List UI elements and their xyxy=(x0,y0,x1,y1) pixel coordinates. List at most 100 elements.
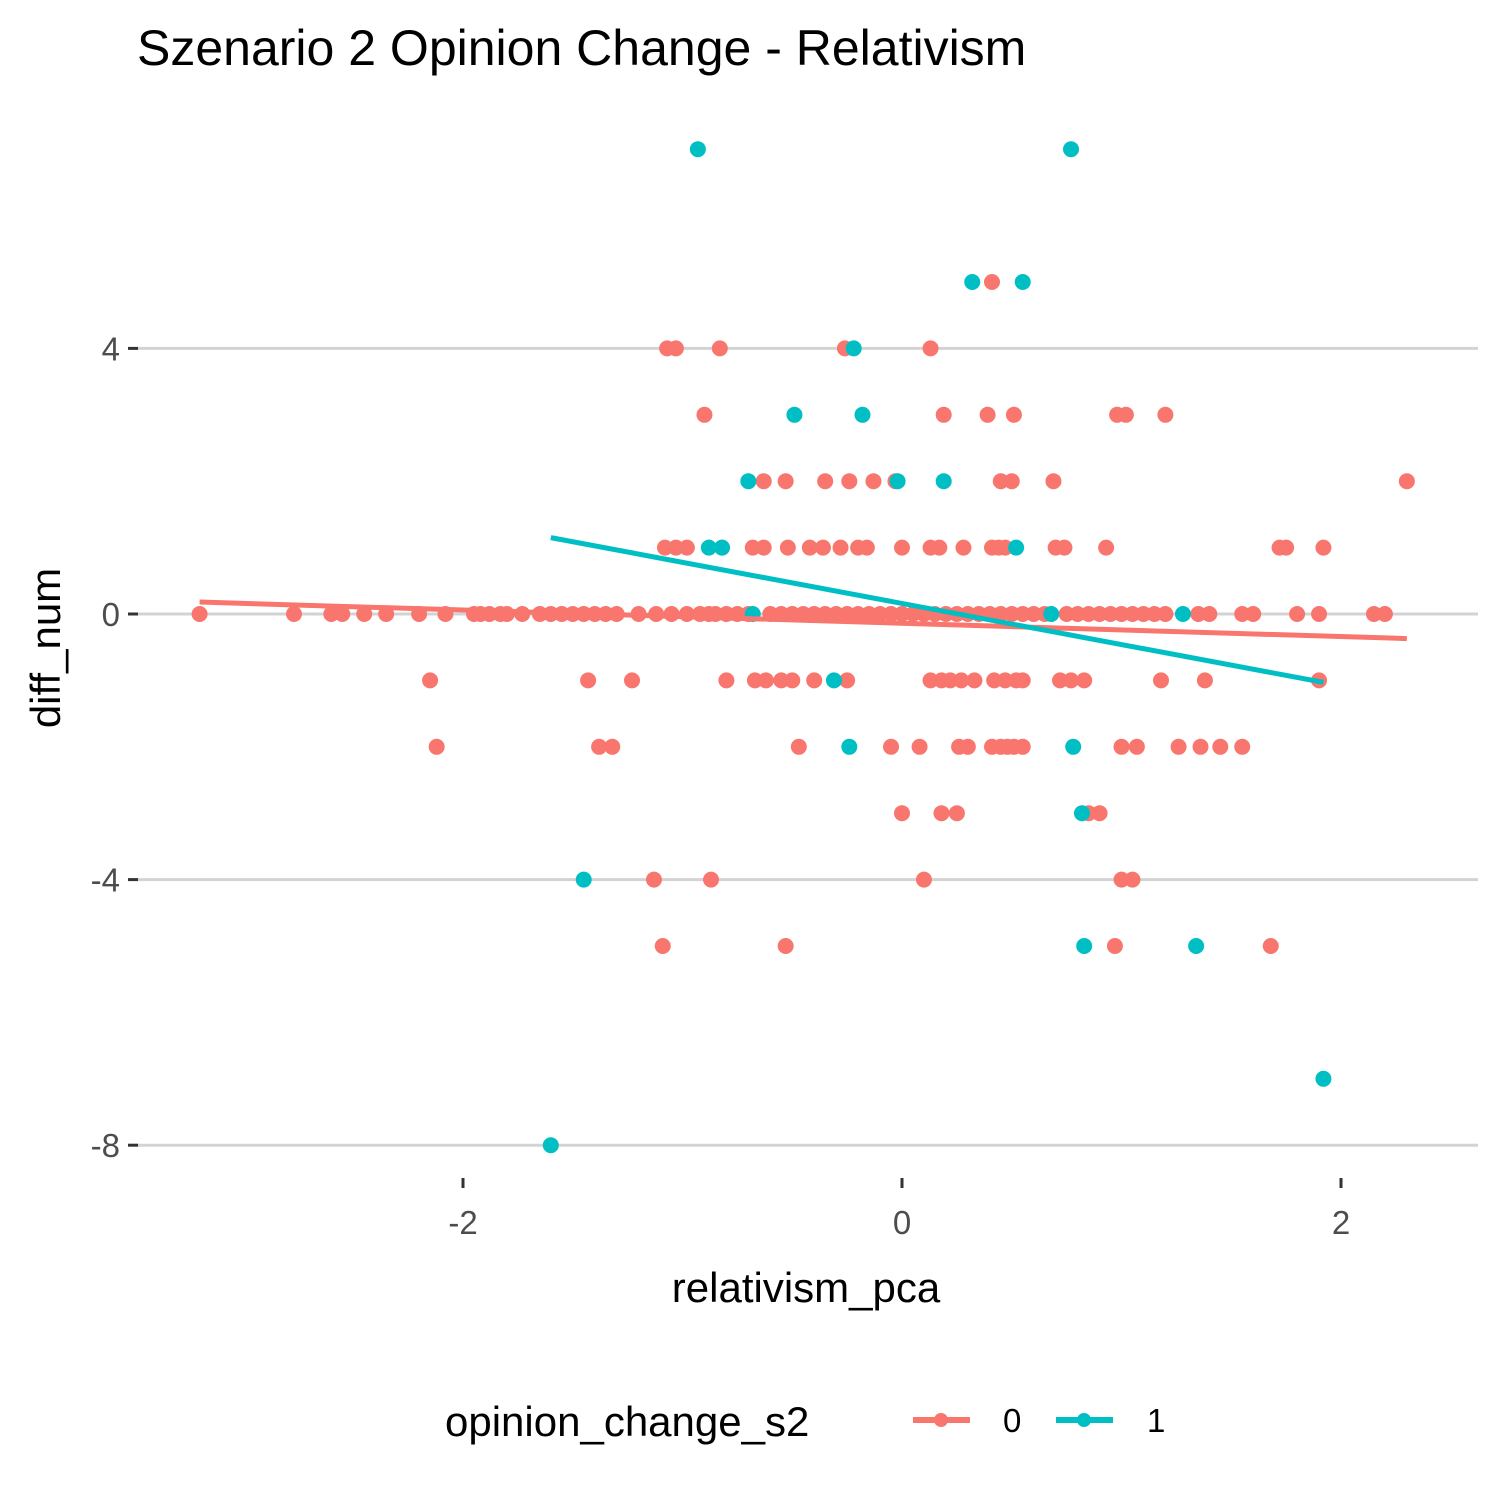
data-point-series-0 xyxy=(1003,606,1020,622)
data-point-series-0 xyxy=(1014,672,1031,689)
data-point-series-1 xyxy=(740,473,757,490)
data-point-series-0 xyxy=(191,606,208,622)
data-point-series-0 xyxy=(1157,606,1174,622)
data-point-series-0 xyxy=(744,539,761,556)
y-axis-ticks: -8 -4 0 4 xyxy=(91,330,138,1164)
data-point-series-0 xyxy=(983,274,1000,290)
data-point-series-0 xyxy=(1063,672,1080,689)
data-point-series-0 xyxy=(966,672,983,689)
data-point-series-0 xyxy=(817,473,834,490)
data-point-series-0 xyxy=(992,473,1009,490)
data-point-series-0 xyxy=(334,606,351,622)
data-point-series-0 xyxy=(1076,672,1093,689)
data-point-series-0 xyxy=(915,871,932,888)
data-point-series-0 xyxy=(591,738,608,755)
legend-label-0: 0 xyxy=(1003,1402,1021,1439)
legend-title: opinion_change_s2 xyxy=(445,1398,809,1445)
legend-label-1: 1 xyxy=(1147,1402,1165,1439)
data-point-series-1 xyxy=(1043,606,1060,622)
data-point-series-0 xyxy=(1192,738,1209,755)
data-point-series-0 xyxy=(922,340,939,357)
data-point-series-1 xyxy=(689,141,706,158)
data-point-series-1 xyxy=(1065,738,1082,755)
data-point-series-0 xyxy=(948,805,965,822)
y-tick-label: -8 xyxy=(91,1127,120,1164)
data-point-series-1 xyxy=(825,672,842,689)
data-point-series-0 xyxy=(894,539,910,556)
data-point-series-0 xyxy=(872,606,889,622)
data-point-series-0 xyxy=(922,672,939,689)
data-point-series-0 xyxy=(1212,738,1229,755)
data-point-series-0 xyxy=(806,606,823,622)
y-tick-label: -4 xyxy=(91,862,120,899)
x-axis-title: relativism_pca xyxy=(672,1264,941,1311)
data-point-series-0 xyxy=(1098,539,1115,556)
data-point-series-0 xyxy=(580,672,597,689)
data-point-series-0 xyxy=(814,539,831,556)
data-point-series-0 xyxy=(894,805,910,822)
legend-key-dot-0 xyxy=(934,1413,948,1427)
data-point-series-0 xyxy=(696,406,713,423)
data-point-series-0 xyxy=(428,738,445,755)
data-point-series-0 xyxy=(645,871,662,888)
data-point-series-1 xyxy=(786,406,803,423)
data-point-series-0 xyxy=(832,539,849,556)
data-point-series-1 xyxy=(889,473,906,490)
data-point-series-0 xyxy=(806,672,823,689)
data-point-series-0 xyxy=(1117,406,1134,423)
data-point-series-0 xyxy=(1080,606,1097,622)
data-point-series-0 xyxy=(865,473,882,490)
data-point-series-0 xyxy=(841,473,858,490)
data-point-series-0 xyxy=(1157,406,1174,423)
data-point-series-0 xyxy=(1190,606,1207,622)
data-point-series-0 xyxy=(1234,606,1251,622)
data-point-series-1 xyxy=(1076,938,1093,954)
data-point-series-1 xyxy=(1188,938,1205,954)
chart-title: Szenario 2 Opinion Change - Relativism xyxy=(137,20,1026,76)
data-point-series-0 xyxy=(1058,606,1075,622)
x-axis-ticks: -2 0 2 xyxy=(448,1178,1350,1241)
data-point-series-0 xyxy=(850,606,867,622)
data-point-series-0 xyxy=(933,805,950,822)
data-point-series-0 xyxy=(784,672,801,689)
data-point-series-0 xyxy=(1153,672,1170,689)
data-point-series-0 xyxy=(935,406,952,423)
data-point-series-0 xyxy=(1124,606,1141,622)
data-point-series-0 xyxy=(1091,606,1108,622)
data-point-series-0 xyxy=(858,539,875,556)
data-point-series-0 xyxy=(656,539,673,556)
data-point-series-1 xyxy=(1063,141,1080,158)
data-point-series-0 xyxy=(746,672,763,689)
data-point-series-0 xyxy=(755,539,772,556)
data-point-series-0 xyxy=(1113,871,1130,888)
data-point-series-0 xyxy=(1376,606,1393,622)
legend-key-dot-1 xyxy=(1077,1413,1091,1427)
data-point-series-1 xyxy=(1315,1070,1332,1087)
data-point-series-0 xyxy=(422,672,439,689)
data-point-series-0 xyxy=(1289,606,1306,622)
data-point-series-1 xyxy=(964,274,981,290)
data-point-series-0 xyxy=(678,539,695,556)
trend-line-series-1 xyxy=(550,535,1324,685)
data-point-series-0 xyxy=(992,606,1009,622)
data-point-series-1 xyxy=(1008,539,1025,556)
data-point-series-0 xyxy=(1170,738,1187,755)
data-point-series-0 xyxy=(997,672,1014,689)
data-point-series-0 xyxy=(986,672,1003,689)
data-point-series-0 xyxy=(654,938,671,954)
data-point-series-0 xyxy=(1069,606,1086,622)
x-tick-label: 2 xyxy=(1332,1204,1350,1241)
data-point-series-1 xyxy=(1073,805,1090,822)
data-point-series-0 xyxy=(911,738,928,755)
data-point-series-0 xyxy=(1113,606,1130,622)
data-point-series-0 xyxy=(1234,738,1251,755)
data-point-series-0 xyxy=(703,871,720,888)
data-point-series-0 xyxy=(839,606,856,622)
data-point-series-0 xyxy=(624,672,641,689)
data-point-series-0 xyxy=(1135,606,1152,622)
data-point-series-0 xyxy=(1045,473,1062,490)
data-point-series-0 xyxy=(790,738,807,755)
data-point-series-0 xyxy=(1003,473,1020,490)
data-point-series-0 xyxy=(1365,606,1382,622)
data-point-series-0 xyxy=(1278,539,1295,556)
